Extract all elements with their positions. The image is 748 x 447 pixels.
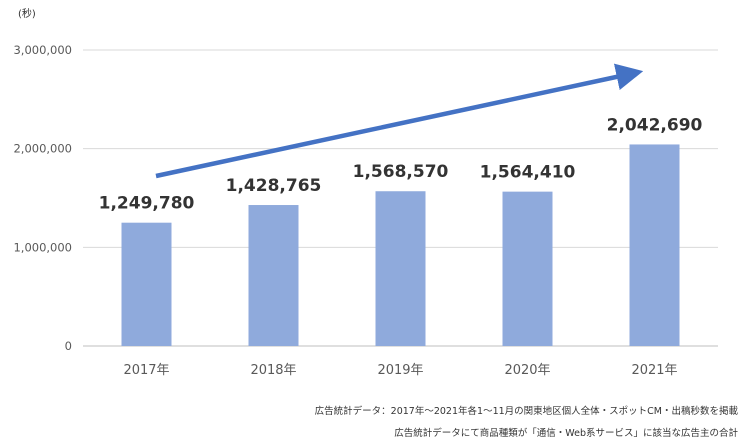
bar <box>629 144 680 346</box>
footnote-1: 広告統計データ：2017年～2021年各1～11月の関東地区個人全体・スポットC… <box>314 406 738 417</box>
unit-label: (秒) <box>18 7 36 20</box>
x-tick-label: 2018年 <box>250 363 296 378</box>
x-tick-label: 2019年 <box>377 363 423 378</box>
data-label: 1,428,765 <box>226 176 322 196</box>
data-label: 2,042,690 <box>607 115 703 135</box>
y-tick-label: 2,000,000 <box>13 142 72 156</box>
trend-arrow <box>155 63 644 179</box>
y-tick-label: 3,000,000 <box>13 43 72 57</box>
bar <box>121 222 172 346</box>
data-label: 1,564,410 <box>480 163 576 183</box>
footnote-2: 広告統計データにて商品種類が「通信・Web系サービス」に該当な広告主の合計 <box>394 428 738 439</box>
data-label: 1,568,570 <box>353 162 449 182</box>
x-tick-label: 2020年 <box>504 363 550 378</box>
bar <box>375 191 426 346</box>
y-tick-label: 1,000,000 <box>13 240 72 254</box>
data-label: 1,249,780 <box>99 194 195 214</box>
y-tick-label: 0 <box>65 339 72 353</box>
x-tick-label: 2021年 <box>631 363 677 378</box>
bar-chart: (秒) 0 1,000,000 2,000,000 3,000,000 1,249,7… <box>13 7 718 378</box>
bar <box>502 191 553 346</box>
x-tick-label: 2017年 <box>123 363 169 378</box>
bar <box>248 205 299 346</box>
